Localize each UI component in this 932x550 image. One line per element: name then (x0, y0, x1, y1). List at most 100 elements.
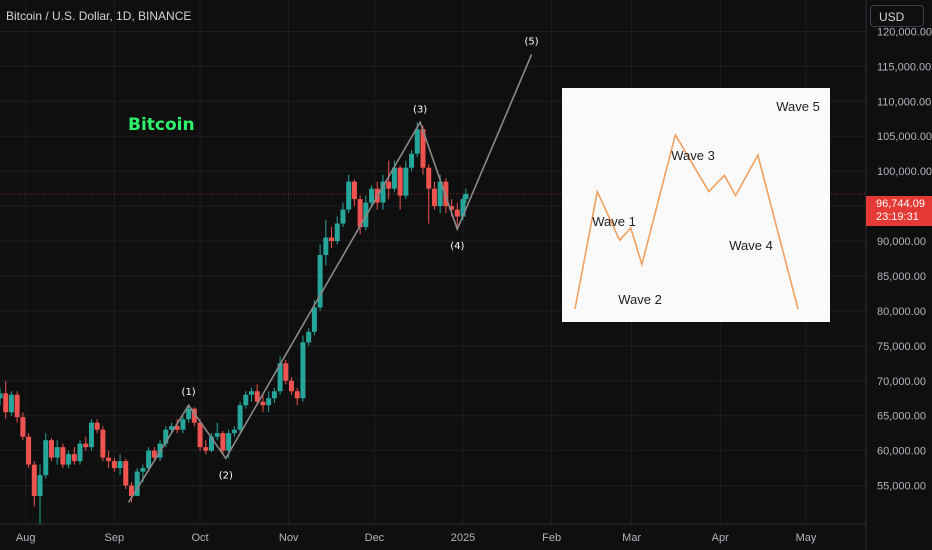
wave-label: (2) (219, 470, 233, 481)
time-tick-label: Apr (712, 532, 729, 544)
candle-body (420, 129, 426, 168)
bar-countdown: 23:19:31 (876, 211, 919, 223)
price-tick-label: 65,000.00 (877, 411, 926, 423)
candle-body (88, 422, 94, 448)
candle-body (60, 447, 66, 465)
candle-body (317, 255, 323, 308)
time-tick-label: Oct (192, 532, 209, 544)
price-tick-label: 90,000.00 (877, 236, 926, 248)
candle-body (226, 433, 232, 451)
time-tick-label: Dec (365, 532, 385, 544)
candle-body (391, 167, 397, 189)
candle-body (43, 440, 49, 476)
price-tick-label: 60,000.00 (877, 446, 926, 458)
inset-label-wave-2: Wave 2 (618, 292, 662, 307)
candle-body (26, 436, 32, 465)
price-tick-label: 70,000.00 (877, 376, 926, 388)
candle-body (323, 237, 329, 256)
candle-body (437, 181, 443, 207)
candle-body (311, 307, 317, 332)
time-tick-label: Feb (542, 532, 561, 544)
candle-body (146, 450, 152, 469)
inset-label-wave-5: Wave 5 (776, 99, 820, 114)
time-tick-label: May (796, 532, 817, 544)
price-tick-label: 110,000.00 (877, 96, 931, 108)
candle-body (77, 443, 83, 462)
last-price-tag: 96,744.09 23:19:31 (866, 196, 932, 226)
wave-polyline (127, 54, 533, 503)
candle-body (237, 405, 243, 430)
candle-body (351, 181, 357, 200)
time-axis[interactable]: Aug Sep Oct Nov Dec 2025 Feb Mar Apr May (0, 523, 866, 544)
candle-body (191, 408, 197, 423)
candle-body (151, 450, 157, 458)
wave-label: (3) (413, 104, 427, 115)
candle-body (186, 408, 192, 420)
candle-body (71, 454, 77, 462)
wave-label: (4) (450, 241, 464, 252)
candle-body (277, 363, 283, 392)
candle-body (0, 393, 3, 399)
candle-body (397, 167, 403, 196)
candle-body (197, 422, 203, 448)
candle-body (100, 429, 106, 458)
candle-body (249, 391, 255, 395)
candle-body (409, 153, 415, 168)
candle-body (463, 193, 469, 200)
candle-body (203, 447, 209, 451)
candle-body (449, 206, 455, 210)
candle-body (334, 223, 340, 242)
price-tick-label: 75,000.00 (877, 341, 926, 353)
candle-body (123, 461, 129, 486)
last-price-value: 96,744.09 (876, 198, 925, 210)
candle-body (220, 433, 226, 451)
price-tick-label: 120,000.00 (877, 26, 932, 38)
candle-body (128, 485, 134, 497)
candle-body (306, 331, 312, 343)
currency-button[interactable]: USD (870, 5, 924, 27)
price-tick-label: 55,000.00 (877, 481, 926, 493)
wave-label: (1) (182, 387, 196, 398)
candle-body (294, 391, 300, 399)
price-axis[interactable]: 55,000.00 60,000.00 65,000.00 70,000.00 75,0… (865, 0, 932, 550)
candle-body (48, 440, 54, 458)
time-tick-label: Aug (16, 532, 36, 544)
candle-body (357, 199, 363, 228)
price-tick-label: 100,000.00 (877, 166, 932, 178)
candle-body (117, 461, 123, 469)
candle-body (134, 471, 140, 497)
candle-body (260, 401, 266, 406)
candle-body (168, 426, 174, 430)
candle-body (54, 447, 60, 458)
candle-body (243, 394, 249, 406)
candle-body (283, 363, 289, 381)
candle-body (180, 419, 186, 430)
candle-body (208, 436, 214, 451)
candle-body (163, 429, 169, 444)
candle-body (454, 209, 460, 217)
price-tick-label: 80,000.00 (877, 306, 926, 318)
candle-body (426, 167, 432, 189)
candle-body (66, 454, 72, 465)
candle-body (403, 167, 409, 196)
candle-body (340, 209, 346, 224)
candles (0, 122, 469, 524)
candle-body (289, 380, 295, 392)
candle-body (3, 393, 9, 413)
symbol-title: Bitcoin / U.S. Dollar, 1D, BINANCE (6, 9, 192, 23)
inset-panel (562, 88, 830, 322)
candle-body (20, 417, 26, 437)
candle-body (460, 199, 466, 217)
candle-body (83, 443, 89, 448)
price-tick-label: 85,000.00 (877, 271, 926, 283)
time-tick-label: Mar (622, 532, 641, 544)
bitcoin-annotation: Bitcoin (128, 115, 195, 135)
candle-body (380, 181, 386, 203)
candle-body (140, 468, 146, 472)
candle-body (94, 422, 100, 430)
wave-label: (5) (525, 36, 539, 47)
candle-body (346, 181, 352, 210)
candle-body (106, 457, 112, 462)
candle-body (266, 398, 272, 406)
